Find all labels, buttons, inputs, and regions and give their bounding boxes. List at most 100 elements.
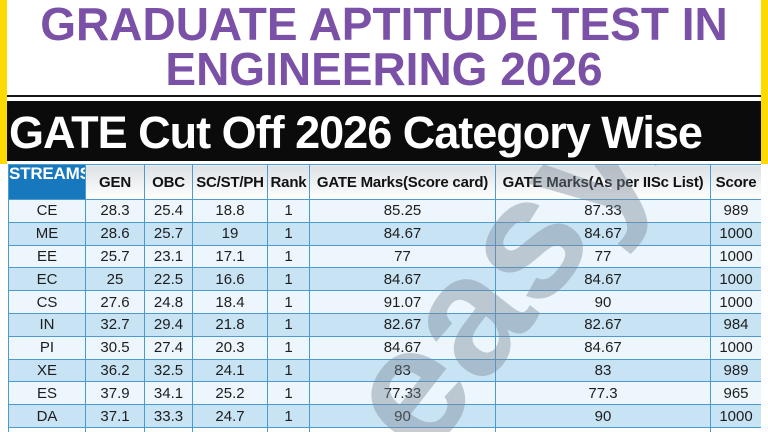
table-cell: 84.67 bbox=[495, 267, 711, 292]
table-cell bbox=[309, 426, 496, 432]
table-cell: 77.33 bbox=[309, 381, 496, 406]
table-cell: 989 bbox=[710, 358, 761, 383]
table-cell: 32.5 bbox=[144, 358, 193, 383]
column-header: GATE Marks(As per IISc List) bbox=[495, 164, 711, 200]
table-row: EE 25.7 23.1 17.1 1 77 77 1000 bbox=[8, 244, 761, 269]
table-cell: 1 bbox=[267, 221, 310, 246]
table-cell: 83 bbox=[495, 358, 711, 383]
table-row: DA 37.1 33.3 24.7 1 90 90 1000 bbox=[8, 404, 761, 428]
table-cell: 28.3 bbox=[85, 199, 145, 223]
table-row: EC 25 22.5 16.6 1 84.67 84.67 1000 bbox=[8, 267, 761, 292]
table-cell: 965 bbox=[710, 381, 761, 406]
table-cell: 29.4 bbox=[144, 312, 193, 337]
table-row: XE 36.2 32.5 24.1 1 83 83 989 bbox=[8, 358, 761, 383]
table-cell: 25.2 bbox=[192, 381, 268, 406]
subtitle-banner: GATE Cut Off 2026 Category Wise bbox=[0, 101, 768, 161]
table-cell: 22.5 bbox=[144, 267, 193, 292]
table-cell: 84.67 bbox=[309, 335, 496, 360]
table-cell: EE bbox=[8, 244, 86, 269]
table-row: CS 27.6 24.8 18.4 1 91.07 90 1000 bbox=[8, 290, 761, 314]
table-cell: 1000 bbox=[710, 290, 761, 314]
table-cell: CE bbox=[8, 199, 86, 223]
table-cell: 1 bbox=[267, 244, 310, 269]
subtitle-text: GATE Cut Off 2026 Category Wise bbox=[9, 107, 703, 158]
column-header: Rank bbox=[267, 164, 310, 200]
table-cell: 18.8 bbox=[192, 199, 268, 223]
table-cell: 989 bbox=[710, 199, 761, 223]
table-cell: 20.3 bbox=[192, 335, 268, 360]
table-cell: 17.1 bbox=[192, 244, 268, 269]
table-cell: 25.7 bbox=[85, 244, 145, 269]
table-cell: 1 bbox=[267, 358, 310, 383]
table-cell: 25.4 bbox=[144, 199, 193, 223]
table-cell: 1000 bbox=[710, 335, 761, 360]
table-cell: 32.7 bbox=[85, 312, 145, 337]
table-cell: 84.67 bbox=[495, 221, 711, 246]
table-cell: 36.2 bbox=[85, 358, 145, 383]
table-cell: 84.67 bbox=[309, 267, 496, 292]
table-cell: EC bbox=[8, 267, 86, 292]
table-cell: ME bbox=[8, 221, 86, 246]
table-cell: 1000 bbox=[710, 267, 761, 292]
page-title-line2: ENGINEERING 2026 bbox=[165, 43, 603, 95]
table-cell: 37.9 bbox=[85, 381, 145, 406]
cutoff-table: STREAMS GEN OBC SC/ST/PH Rank GATE Marks(Scor… bbox=[8, 164, 761, 432]
table-cell: 82.67 bbox=[495, 312, 711, 337]
table-cell: 77.3 bbox=[495, 381, 711, 406]
table-header-row: STREAMS GEN OBC SC/ST/PH Rank GATE Marks(Scor… bbox=[8, 164, 761, 200]
table-cell: 25 bbox=[85, 267, 145, 292]
table-cell: IN bbox=[8, 312, 86, 337]
table-cell: 1 bbox=[267, 335, 310, 360]
table-cell: 1000 bbox=[710, 221, 761, 246]
table-cell: 27.4 bbox=[144, 335, 193, 360]
table-cell: 1 bbox=[267, 267, 310, 292]
table-cell: 77 bbox=[309, 244, 496, 269]
table-cell: 85.25 bbox=[309, 199, 496, 223]
title-banner: GRADUATE APTITUDE TEST IN ENGINEERING 20… bbox=[0, 0, 768, 94]
divider-line bbox=[0, 95, 768, 97]
table-cell: 91.07 bbox=[309, 290, 496, 314]
column-header: GEN bbox=[85, 164, 145, 200]
table-cell: 84.67 bbox=[309, 221, 496, 246]
table-row: IN 32.7 29.4 21.8 1 82.67 82.67 984 bbox=[8, 312, 761, 337]
table-cell: 77 bbox=[495, 244, 711, 269]
table-cell: DA bbox=[8, 404, 86, 428]
table-cell: 25.7 bbox=[144, 221, 193, 246]
table-row: ES 37.9 34.1 25.2 1 77.33 77.3 965 bbox=[8, 381, 761, 406]
table-cell: 24.7 bbox=[192, 404, 268, 428]
table-cell: 34.1 bbox=[144, 381, 193, 406]
table-cell: 1000 bbox=[710, 404, 761, 428]
table-cell: 90 bbox=[495, 290, 711, 314]
table-cell: 21.8 bbox=[192, 312, 268, 337]
table-cell bbox=[192, 426, 268, 432]
table-cell bbox=[85, 426, 145, 432]
table-cell: 19 bbox=[192, 221, 268, 246]
filler-row bbox=[8, 426, 761, 432]
column-header: SC/ST/PH bbox=[192, 164, 268, 200]
table-cell: CS bbox=[8, 290, 86, 314]
cutoff-table-area: STREAMS GEN OBC SC/ST/PH Rank GATE Marks(Scor… bbox=[8, 164, 761, 432]
table-cell: 90 bbox=[495, 404, 711, 428]
page-title-line1: GRADUATE APTITUDE TEST IN bbox=[40, 0, 728, 50]
table-cell: 37.1 bbox=[85, 404, 145, 428]
table-cell: XE bbox=[8, 358, 86, 383]
table-cell bbox=[495, 426, 711, 432]
table-cell: PI bbox=[8, 335, 86, 360]
table-cell: 984 bbox=[710, 312, 761, 337]
table-cell: 90 bbox=[309, 404, 496, 428]
table-cell: 1 bbox=[267, 404, 310, 428]
table-cell: 30.5 bbox=[85, 335, 145, 360]
table-cell: 27.6 bbox=[85, 290, 145, 314]
table-cell: 82.67 bbox=[309, 312, 496, 337]
table-cell bbox=[267, 426, 310, 432]
table-cell: 1 bbox=[267, 199, 310, 223]
table-cell bbox=[144, 426, 193, 432]
table-cell: 83 bbox=[309, 358, 496, 383]
table-cell bbox=[710, 426, 761, 432]
table-cell: 23.1 bbox=[144, 244, 193, 269]
left-yellow-strip bbox=[0, 0, 7, 164]
table-cell: 1 bbox=[267, 312, 310, 337]
column-header: STREAMS bbox=[8, 164, 86, 200]
right-yellow-strip bbox=[761, 0, 768, 164]
